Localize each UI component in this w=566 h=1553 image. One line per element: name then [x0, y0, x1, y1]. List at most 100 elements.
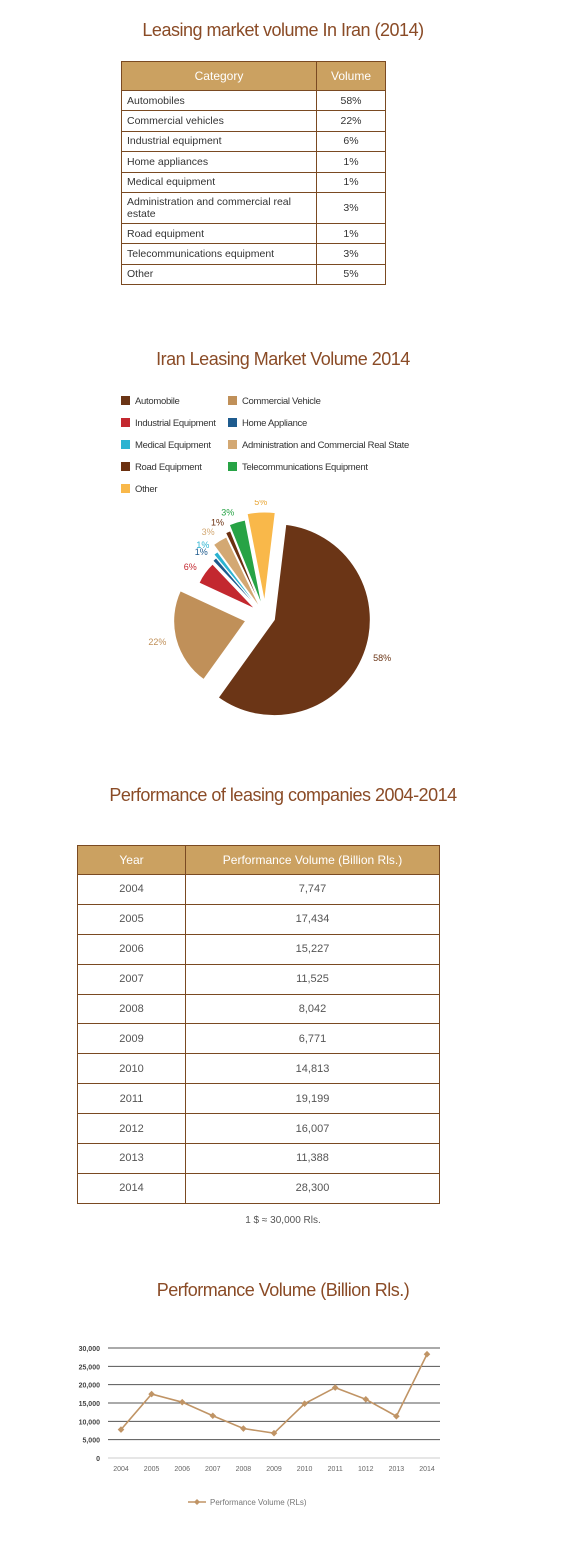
year-cell: 2004	[77, 874, 186, 905]
pie-slice	[212, 536, 262, 610]
volume-cell: 3%	[316, 243, 386, 265]
table-row: 2005 17,434	[77, 903, 440, 935]
legend-label: Administration and Commercial Real State	[242, 440, 409, 451]
performance-cell: 28,300	[185, 1172, 440, 1204]
legend-item: Administration and Commercial Real State	[228, 440, 409, 452]
legend-item: Medical Equipment	[121, 440, 211, 452]
performance-cell: 6,771	[185, 1023, 440, 1055]
data-point	[117, 1426, 125, 1433]
performance-cell: 17,434	[185, 903, 440, 935]
category-cell: Administration and commercial real estat…	[121, 191, 317, 224]
line-chart: 0 5,000 10,000 15,000 20,000 25,000 30,000 2004…	[79, 1346, 440, 1507]
legend-swatch	[121, 462, 130, 471]
table-row: 2013 11,388	[77, 1143, 440, 1174]
pie-slice	[217, 523, 371, 717]
table-row: Commercial vehicles 22%	[121, 110, 386, 132]
x-tick-label: 2006	[174, 1466, 190, 1473]
legend-item: Automobile	[121, 396, 180, 408]
market-volume-table: Category Volume Automobiles 58% Commercial…	[121, 61, 386, 286]
pie-slice	[228, 519, 263, 607]
y-tick-label: 0	[96, 1456, 100, 1463]
y-tick-label: 10,000	[79, 1419, 101, 1426]
y-tick-label: 5,000	[82, 1438, 100, 1445]
x-tick-label: 2010	[297, 1466, 313, 1473]
year-cell: 2010	[77, 1053, 186, 1085]
x-tick-label: 1012	[358, 1466, 374, 1473]
table-row: 2006 15,227	[77, 933, 440, 965]
legend-swatch	[228, 418, 237, 427]
category-cell: Home appliances	[121, 151, 317, 173]
table-row: 2012 16,007	[77, 1113, 440, 1145]
y-tick-label: 25,000	[79, 1364, 101, 1371]
table-row: 2008 8,042	[77, 993, 440, 1025]
category-cell: Medical equipment	[121, 171, 317, 193]
year-cell: 2014	[77, 1172, 186, 1204]
y-tick-label: 20,000	[79, 1383, 101, 1390]
legend-label: Other	[135, 484, 158, 495]
pie-slice	[224, 530, 263, 609]
performance-cell: 8,042	[185, 993, 440, 1025]
x-tick-label: 2008	[236, 1466, 252, 1473]
category-cell: Other	[121, 263, 317, 286]
year-cell: 2011	[77, 1083, 186, 1115]
year-cell: 2012	[77, 1113, 186, 1145]
table-title: Leasing market volume In Iran (2014)	[142, 20, 424, 40]
x-tick-label: 2005	[144, 1466, 160, 1473]
legend-swatch	[121, 396, 130, 405]
table-row: 2010 14,813	[77, 1053, 440, 1085]
table-row: Telecommunications equipment 3%	[121, 243, 386, 265]
legend-label: Industrial Equipment	[135, 418, 216, 429]
legend-swatch	[121, 484, 130, 493]
volume-cell: 5%	[316, 263, 386, 286]
legend-item: Home Appliance	[228, 418, 307, 430]
volume-cell: 3%	[316, 191, 386, 224]
column-header-volume: Volume	[316, 61, 386, 91]
table-row: Automobiles 58%	[121, 89, 386, 112]
legend-swatch	[228, 396, 237, 405]
pie-data-label: 5%	[254, 500, 267, 507]
year-cell: 2005	[77, 903, 186, 935]
table-title: Performance of leasing companies 2004-20…	[109, 785, 457, 805]
legend-label: Medical Equipment	[135, 440, 211, 451]
category-cell: Automobiles	[121, 89, 317, 112]
table-row: 2014 28,300	[77, 1172, 440, 1204]
legend-label: Telecommunications Equipment	[242, 462, 368, 473]
y-tick-label: 30,000	[79, 1346, 101, 1353]
category-cell: Commercial vehicles	[121, 110, 317, 132]
legend-swatch	[121, 418, 130, 427]
legend-label: Automobile	[135, 396, 180, 407]
data-point	[148, 1390, 155, 1398]
legend-item: Commercial Vehicle	[228, 396, 321, 408]
volume-cell: 58%	[316, 89, 386, 112]
legend-item: Road Equipment	[121, 462, 202, 474]
data-point	[270, 1429, 278, 1437]
year-cell: 2008	[77, 993, 186, 1025]
pie-data-label: 1%	[211, 518, 224, 528]
legend-label: Performance Volume (RLs)	[210, 1498, 307, 1507]
pie-data-label: 22%	[148, 637, 166, 647]
table-row: Administration and commercial real estat…	[121, 191, 386, 224]
performance-cell: 11,525	[185, 963, 440, 995]
data-point	[240, 1425, 247, 1432]
legend-label: Road Equipment	[135, 462, 202, 473]
column-header-performance: Performance Volume (Billion Rls.)	[185, 845, 440, 875]
data-point	[209, 1412, 217, 1420]
x-tick-label: 2013	[389, 1466, 405, 1473]
x-tick-label: 2004	[113, 1466, 129, 1473]
column-header-year: Year	[77, 845, 186, 875]
year-cell: 2007	[77, 963, 186, 995]
column-header-category: Category	[121, 61, 317, 91]
volume-cell: 6%	[316, 130, 386, 153]
data-point	[423, 1350, 431, 1358]
pie-chart-title: Iran Leasing Market Volume 2014	[156, 349, 410, 369]
performance-cell: 16,007	[185, 1113, 440, 1145]
legend-item: Telecommunications Equipment	[228, 462, 368, 474]
legend-item: Other	[121, 484, 158, 496]
pie-data-label: 3%	[202, 527, 215, 537]
pie-data-label: 1%	[195, 547, 208, 557]
performance-cell: 15,227	[185, 933, 440, 965]
x-tick-label: 2009	[266, 1466, 282, 1473]
pie-data-label: 6%	[184, 562, 197, 572]
pie-slice	[246, 511, 276, 603]
year-cell: 2013	[77, 1143, 186, 1174]
